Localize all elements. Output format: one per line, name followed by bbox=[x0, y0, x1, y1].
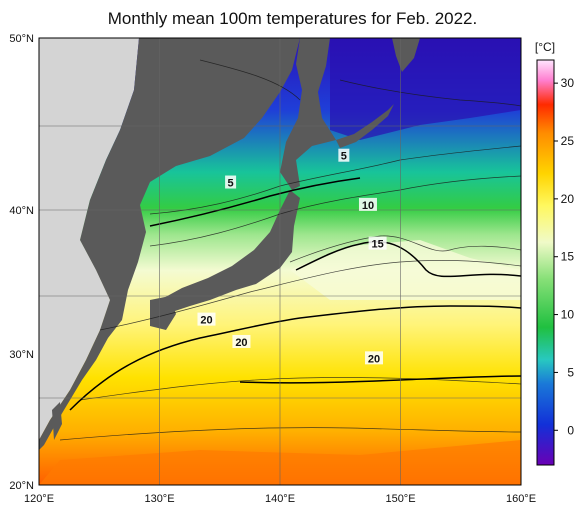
contour-labels: 5 5 10 15 20 20 20 bbox=[197, 148, 387, 365]
contour-label: 5 bbox=[228, 178, 234, 190]
colorbar-ticks: 0 5 10 15 20 25 30 bbox=[554, 76, 574, 437]
bold-isotherm-lines bbox=[69, 177, 521, 411]
colorbar-tick-label: 5 bbox=[567, 365, 574, 379]
contour-label: 20 bbox=[368, 353, 380, 365]
y-tick-label: 20°N bbox=[9, 480, 34, 492]
colorbar-tick-label: 25 bbox=[561, 134, 575, 148]
y-tick-label: 40°N bbox=[9, 205, 34, 217]
colorbar-tick-label: 15 bbox=[561, 250, 575, 264]
contour-label: 15 bbox=[371, 239, 383, 251]
contour-label-bg bbox=[338, 148, 350, 162]
land-taiwan bbox=[52, 402, 62, 440]
contour-label-bg bbox=[197, 312, 216, 326]
okhotsk-cold-water bbox=[330, 38, 521, 140]
land-honshu bbox=[160, 190, 300, 312]
isotherm-lines bbox=[59, 59, 521, 441]
y-tick-label: 50°N bbox=[9, 33, 34, 45]
kuroshio-extension-warm-tongue bbox=[290, 240, 521, 300]
contour-label-bg bbox=[364, 351, 383, 365]
x-tick-label: 160°E bbox=[506, 493, 536, 505]
land-kuril-islands bbox=[336, 104, 394, 148]
map-title: Monthly mean 100m temperatures for Feb. … bbox=[107, 9, 478, 28]
contour-label: 5 bbox=[341, 151, 347, 163]
x-axis: 120°E 130°E 140°E 150°E 160°E bbox=[24, 493, 536, 505]
contour-label: 10 bbox=[362, 200, 374, 212]
colorbar-unit: [°C] bbox=[535, 40, 555, 54]
contour-label-bg bbox=[358, 197, 377, 211]
land-sakhalin-hokkaido bbox=[280, 38, 336, 190]
colorbar-tick-label: 0 bbox=[567, 423, 574, 437]
x-tick-label: 130°E bbox=[144, 493, 174, 505]
outside-analysis-area bbox=[39, 38, 139, 440]
land-kyushu bbox=[150, 296, 176, 330]
colorbar: [°C] 0 5 10 15 20 25 30 bbox=[535, 40, 574, 466]
x-tick-label: 120°E bbox=[24, 493, 54, 505]
y-tick-label: 30°N bbox=[9, 349, 34, 361]
colorbar-tick-label: 20 bbox=[561, 192, 575, 206]
contour-label: 20 bbox=[235, 337, 247, 349]
map-frame bbox=[38, 37, 522, 486]
lat-lon-grid bbox=[39, 38, 521, 485]
land-kamchatka-tip bbox=[392, 38, 420, 72]
contour-label: 20 bbox=[200, 315, 212, 327]
colorbar-tick-label: 10 bbox=[561, 308, 575, 322]
contour-label-bg bbox=[225, 175, 237, 189]
contour-label-bg bbox=[232, 334, 251, 348]
land-asia bbox=[39, 38, 300, 450]
contour-label-bg bbox=[368, 236, 387, 250]
colorbar-tick-label: 30 bbox=[561, 76, 575, 90]
y-axis: 50°N 40°N 30°N 20°N bbox=[9, 33, 34, 492]
x-tick-label: 140°E bbox=[265, 493, 295, 505]
colorbar-gradient bbox=[536, 59, 555, 466]
x-tick-label: 150°E bbox=[385, 493, 415, 505]
